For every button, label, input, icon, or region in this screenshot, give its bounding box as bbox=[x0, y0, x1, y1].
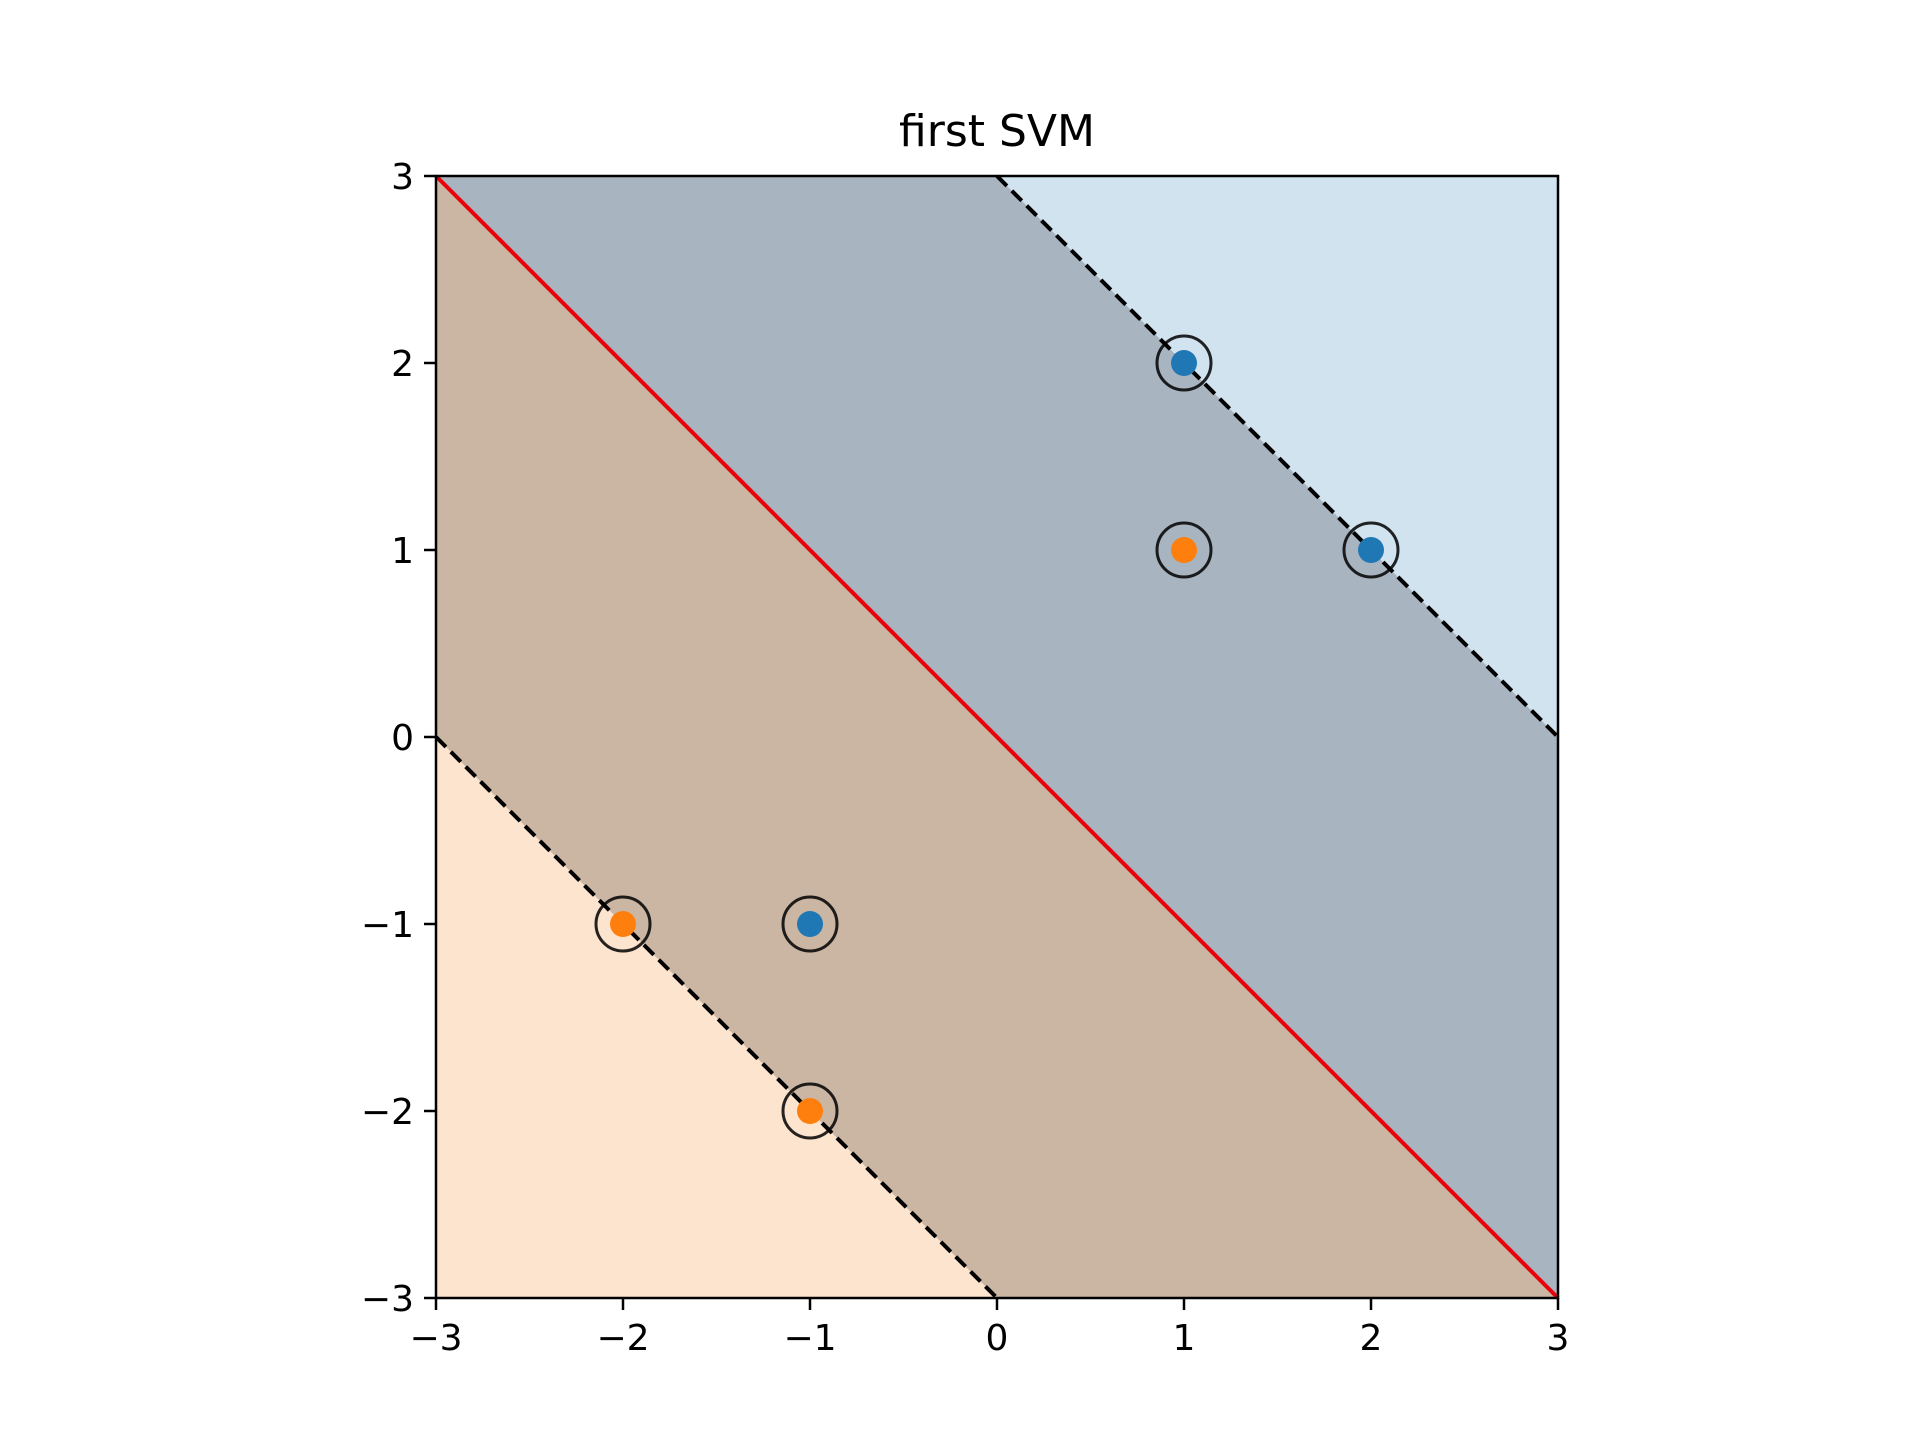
x-tick-label-6: 3 bbox=[1547, 1318, 1570, 1359]
y-tick-label-4: 1 bbox=[391, 531, 414, 572]
support-vector-ring-5 bbox=[594, 895, 652, 953]
support-vector-ring-2 bbox=[1342, 521, 1400, 579]
data-point-s1-1 bbox=[1171, 350, 1197, 376]
support-vector-ring-6 bbox=[781, 1082, 839, 1140]
x-tick-label-5: 2 bbox=[1360, 1318, 1383, 1359]
support-vector-ring-3 bbox=[781, 895, 839, 953]
chart-title: first SVM bbox=[899, 106, 1095, 157]
x-tick-label-2: −1 bbox=[783, 1318, 836, 1359]
y-tick-label-6: 3 bbox=[391, 157, 414, 198]
x-tick-label-3: 0 bbox=[986, 1318, 1009, 1359]
x-tick-label-0: −3 bbox=[409, 1318, 462, 1359]
data-point-s1-2 bbox=[1358, 537, 1384, 563]
y-tick-label-2: −1 bbox=[361, 905, 414, 946]
support-vector-ring-4 bbox=[1155, 521, 1213, 579]
data-point-s2-1 bbox=[1171, 537, 1197, 563]
data-point-s2-2 bbox=[610, 911, 636, 937]
y-tick-label-0: −3 bbox=[361, 1279, 414, 1320]
y-tick-label-3: 0 bbox=[391, 718, 414, 759]
margin-line-2 bbox=[434, 735, 999, 1300]
decision-boundary-line bbox=[434, 174, 1560, 1300]
data-point-s2-3 bbox=[797, 1098, 823, 1124]
y-tick-label-1: −2 bbox=[361, 1092, 414, 1133]
support-vector-ring-1 bbox=[1155, 334, 1213, 392]
y-tick-label-5: 2 bbox=[391, 344, 414, 385]
x-tick-label-1: −2 bbox=[596, 1318, 649, 1359]
margin-line-1 bbox=[995, 174, 1560, 739]
data-point-s1-3 bbox=[797, 911, 823, 937]
plot-area bbox=[434, 174, 1560, 1300]
x-tick-label-4: 1 bbox=[1173, 1318, 1196, 1359]
axes: −3 −2 −1 0 1 2 3 −3 −2 −1 0 1 2 3 bbox=[361, 157, 1570, 1359]
